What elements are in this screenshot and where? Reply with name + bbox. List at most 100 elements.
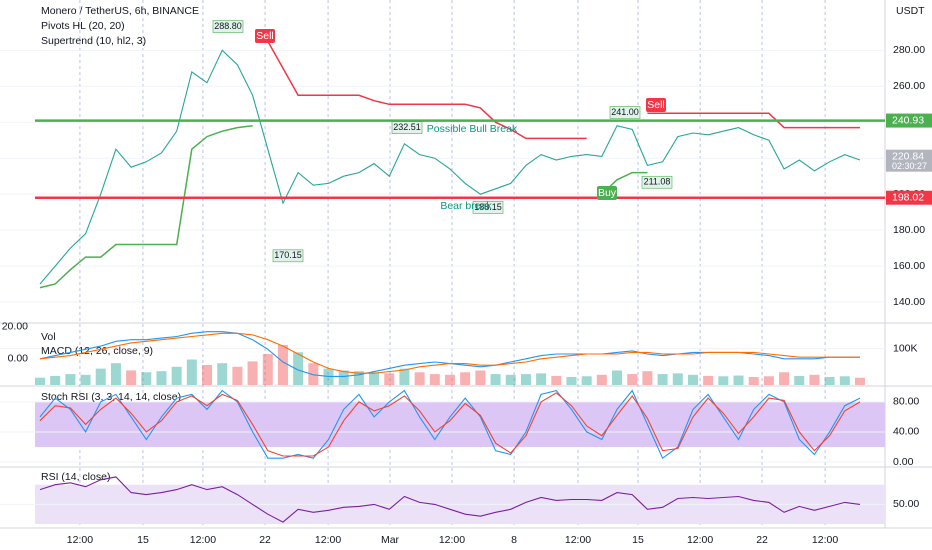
x-tick-label: 12:00 xyxy=(190,534,216,546)
panel-title: MACD (12, 26, close, 9) xyxy=(41,345,153,357)
volume-bar xyxy=(460,372,471,385)
symbol-title: Monero / TetherUS, 6h, BINANCE xyxy=(41,5,199,17)
volume-bar xyxy=(262,354,273,385)
x-tick-label: 22 xyxy=(259,534,271,546)
last-price-label: 220.84 xyxy=(892,150,924,162)
y-tick-label: 280.00 xyxy=(893,44,925,56)
signal-box xyxy=(597,186,617,200)
x-tick-label: 12:00 xyxy=(565,534,591,546)
volume-bar xyxy=(35,377,45,385)
x-tick-label: 12:00 xyxy=(812,534,838,546)
volume-bar xyxy=(414,372,425,385)
indicator-legend: Pivots HL (20, 20) xyxy=(41,20,125,32)
level-label: 240.93 xyxy=(892,114,924,126)
volume-bar xyxy=(839,376,850,385)
series-line xyxy=(267,40,587,140)
volume-bar xyxy=(293,352,304,385)
series-line xyxy=(39,332,860,374)
volume-bar xyxy=(733,375,744,385)
volume-bar xyxy=(490,374,501,385)
volume-bar xyxy=(794,375,805,385)
x-tick-label: 8 xyxy=(511,534,517,546)
signal-label: Buy xyxy=(598,187,617,199)
volume-bar xyxy=(581,376,592,385)
series-line xyxy=(39,392,861,457)
y-tick-label: 100K xyxy=(893,342,918,354)
x-tick-label: Mar xyxy=(381,534,400,546)
volume-bar xyxy=(657,374,668,385)
series-line xyxy=(39,49,861,285)
x-tick-label: 22 xyxy=(756,534,768,546)
pivot-box xyxy=(609,106,641,119)
x-tick-label: 12:00 xyxy=(67,534,93,546)
volume-bar xyxy=(429,374,440,385)
volume-bar xyxy=(202,365,213,385)
series-line xyxy=(39,125,253,289)
volume-bar xyxy=(779,372,790,385)
volume-bar xyxy=(672,373,683,385)
volume-bar xyxy=(95,368,106,385)
volume-bar xyxy=(50,375,61,385)
y-tick-label: 80.00 xyxy=(893,396,919,408)
volume-bar xyxy=(763,376,774,385)
pivot-label: 170.15 xyxy=(274,250,302,260)
volume-bar xyxy=(824,377,835,385)
volume-bar xyxy=(687,374,698,385)
pivot-label: 288.80 xyxy=(214,21,242,31)
series-line xyxy=(39,389,861,460)
y-tick-label: 40.00 xyxy=(893,426,919,438)
volume-bar xyxy=(277,345,288,385)
volume-bar xyxy=(156,371,167,385)
volume-bar xyxy=(520,374,531,385)
panel-title: Vol xyxy=(41,331,56,343)
annotation-label: Possible Bull Break xyxy=(427,123,518,135)
currency-label: USDT xyxy=(896,5,925,17)
volume-bar xyxy=(353,371,364,385)
pivot-box xyxy=(272,249,304,263)
x-tick-label: 15 xyxy=(632,534,644,546)
y-tick-label: 180.00 xyxy=(893,224,925,236)
level-label-box xyxy=(886,113,932,128)
volume-bar xyxy=(186,359,197,385)
pivot-label: 188.15 xyxy=(474,202,502,212)
x-tick-label: 15 xyxy=(137,534,149,546)
volume-bar xyxy=(536,373,547,385)
volume-bar xyxy=(551,375,562,385)
pivot-box xyxy=(391,121,423,135)
signal-label: Sell xyxy=(256,30,274,42)
signal-label: Sell xyxy=(647,99,665,111)
volume-bar xyxy=(217,363,228,385)
volume-bar xyxy=(232,366,243,385)
y-tick-label-left: 20.00 xyxy=(2,321,28,333)
volume-bar xyxy=(505,374,516,385)
x-tick-label: 12:00 xyxy=(687,534,713,546)
level-label-box xyxy=(886,190,932,205)
volume-bar xyxy=(141,372,152,385)
volume-bar xyxy=(596,374,607,385)
y-tick-label-left: 0.00 xyxy=(8,353,29,365)
pivot-box xyxy=(212,20,244,33)
last-price-box xyxy=(886,149,932,172)
volume-bar xyxy=(65,374,76,385)
y-tick-label: 160.00 xyxy=(893,260,925,272)
x-tick-label: 12:00 xyxy=(315,534,341,546)
annotation-label: Bear break xyxy=(440,200,492,212)
volume-bar xyxy=(627,374,638,385)
volume-bar xyxy=(718,376,729,385)
pivot-label: 211.08 xyxy=(644,177,671,187)
level-label: 198.02 xyxy=(892,191,924,203)
y-tick-label: 50.00 xyxy=(893,498,919,510)
pivot-label: 241.00 xyxy=(611,107,639,117)
volume-bar xyxy=(854,377,865,385)
y-tick-label: 260.00 xyxy=(893,80,925,92)
pivot-box xyxy=(472,201,504,214)
indicator-legend: Supertrend (10, hl2, 3) xyxy=(41,35,146,47)
volume-bar xyxy=(566,377,577,385)
volume-bar xyxy=(642,371,653,385)
signal-box xyxy=(255,29,275,43)
volume-bar xyxy=(171,366,182,385)
series-line xyxy=(39,476,861,523)
volume-bar xyxy=(475,370,486,385)
volume-bar xyxy=(247,361,258,385)
